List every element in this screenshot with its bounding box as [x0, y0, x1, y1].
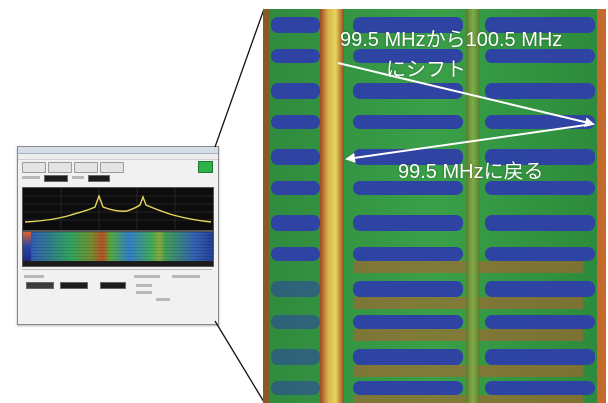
toolbar-button-2[interactable]	[48, 162, 72, 173]
waterfall-blue-segment	[271, 17, 320, 33]
waterfall-canvas	[263, 9, 606, 403]
waterfall-blue-segment	[485, 181, 595, 195]
settings-field-1[interactable]	[26, 282, 54, 289]
shift-annotation-line2: にシフト	[386, 59, 466, 81]
waterfall-blue-segment	[271, 83, 320, 99]
run-button[interactable]	[198, 161, 213, 173]
center-frequency-field[interactable]	[44, 175, 68, 182]
toolbar-button-4[interactable]	[100, 162, 124, 173]
spectrum-trace	[24, 193, 212, 223]
waterfall-blue-segment	[353, 115, 463, 129]
waterfall-blue-segment	[271, 149, 320, 165]
waterfall-blue-segment	[271, 247, 320, 261]
window-titlebar	[18, 147, 218, 154]
waterfall-blue-segment	[353, 149, 463, 165]
waterfall-blue-segment	[271, 281, 320, 297]
menu-bar	[18, 154, 218, 160]
waterfall-blue-segment	[353, 83, 463, 99]
settings-field-3[interactable]	[100, 282, 126, 289]
waterfall-blue-segment	[271, 349, 320, 365]
waterfall-blue-segment	[485, 281, 595, 297]
waterfall-blue-segment	[271, 315, 320, 329]
field-label-1	[22, 176, 40, 179]
waterfall-blue-segment	[353, 315, 463, 329]
waterfall-blue-segment	[353, 381, 463, 395]
waterfall-blue-segment	[485, 247, 595, 261]
settings-field-2[interactable]	[60, 282, 88, 289]
waterfall-blue-segment	[485, 315, 595, 329]
waterfall-blue-segment	[485, 49, 595, 63]
connector-line-top	[214, 8, 265, 148]
zoomed-waterfall	[263, 9, 606, 403]
waterfall-axis	[23, 261, 213, 266]
settings-label-2	[134, 275, 160, 278]
waterfall-blue-segment	[353, 247, 463, 261]
waterfall-thumbnail	[22, 231, 214, 267]
right-edge-band	[597, 9, 606, 403]
waterfall-blue-segment	[271, 181, 320, 195]
carrier-band	[320, 9, 344, 403]
toolbar-button-3[interactable]	[74, 162, 98, 173]
field-label-2	[72, 176, 84, 179]
waterfall-blue-segment	[485, 17, 595, 33]
waterfall-blue-segment	[485, 215, 595, 231]
waterfall-blue-segment	[353, 49, 463, 63]
waterfall-rows	[23, 232, 213, 266]
waterfall-blue-segment	[353, 349, 463, 365]
waterfall-blue-segment	[485, 83, 595, 99]
left-edge-band	[263, 9, 269, 403]
waterfall-blue-segment	[271, 49, 320, 63]
shift-arrow	[337, 62, 595, 128]
checkbox-label-2[interactable]	[136, 291, 152, 294]
waterfall-blue-segment	[353, 17, 463, 33]
settings-label-1	[24, 275, 44, 278]
waterfall-blue-segment	[485, 381, 595, 395]
waterfall-blue-segment	[271, 215, 320, 231]
settings-label-4	[156, 298, 170, 301]
shift-annotation-line1: 99.5 MHzから100.5 MHz	[340, 29, 563, 51]
waterfall-blue-segment	[271, 381, 320, 395]
toolbar-button-1[interactable]	[22, 162, 46, 173]
spectrum-trace-svg	[23, 188, 213, 230]
return-arrow	[345, 123, 594, 163]
waterfall-blue-segment	[485, 349, 595, 365]
waterfall-blue-segment	[353, 181, 463, 195]
secondary-carrier-band	[466, 9, 480, 403]
waterfall-blue-segment	[485, 149, 595, 165]
app-window-thumbnail	[17, 146, 219, 325]
checkbox-label-1[interactable]	[136, 284, 152, 287]
connector-line-bottom	[214, 320, 265, 403]
color-scale-bar	[23, 232, 31, 266]
waterfall-blue-segment	[353, 215, 463, 231]
span-field[interactable]	[88, 175, 110, 182]
return-annotation: 99.5 MHzに戻る	[398, 161, 544, 183]
settings-label-3	[172, 275, 200, 278]
waterfall-blue-segment	[353, 281, 463, 297]
waterfall-blue-segment	[271, 115, 320, 129]
spectrum-display	[22, 187, 214, 231]
settings-panel	[22, 269, 212, 322]
